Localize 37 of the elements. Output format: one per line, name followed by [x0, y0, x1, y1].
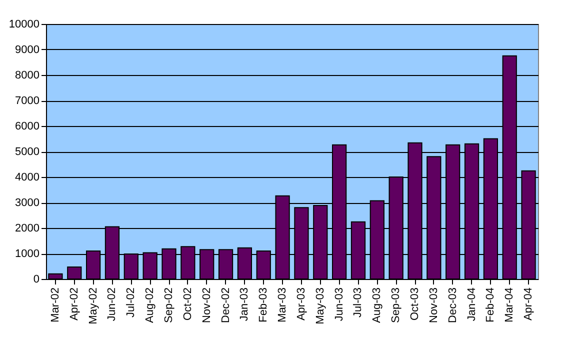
- y-tick-label: 2000: [15, 222, 40, 234]
- x-tick-label: Mar-03: [276, 288, 289, 322]
- x-tick-label: Apr-04: [522, 288, 535, 321]
- x-tick-label: Oct-02: [182, 288, 194, 321]
- x-tick-label: Sep-03: [390, 288, 402, 323]
- x-tick-label: Mar-04: [504, 288, 516, 322]
- x-tick-label: Feb-03: [258, 288, 270, 322]
- x-tick-label: Mar-02: [49, 288, 62, 322]
- y-tick-label: 9000: [15, 44, 40, 56]
- x-tick-label: Jul-02: [125, 288, 138, 318]
- x-tick-label: Jun-02: [106, 288, 118, 322]
- y-tick-label: 1000: [15, 248, 40, 260]
- x-tick-label: Aug-03: [371, 288, 384, 323]
- x-tick-label: Oct-03: [409, 288, 421, 321]
- x-tick-label: Nov-03: [428, 288, 440, 323]
- y-tick-label: 7000: [15, 95, 40, 107]
- x-tick-label: Sep-02: [163, 288, 175, 323]
- y-tick-label: 3000: [15, 197, 40, 209]
- x-tick-label: Apr-03: [295, 288, 308, 321]
- x-tick-label: Jul-03: [352, 288, 364, 318]
- y-tick-label: 8000: [15, 70, 40, 82]
- x-tick-label: Feb-04: [484, 288, 497, 322]
- y-tick-label: 6000: [15, 120, 40, 132]
- x-tick-label: Dec-03: [446, 288, 459, 323]
- x-tick-label: Apr-02: [68, 288, 80, 321]
- x-tick-label: May-03: [314, 288, 326, 324]
- x-tick-label: Jan-04: [466, 288, 478, 322]
- x-tick-label: Jun-03: [333, 288, 346, 322]
- y-tick-label: 4000: [15, 172, 40, 184]
- y-tick-label: 0: [33, 274, 40, 286]
- x-tick-label: May-02: [87, 288, 100, 324]
- y-tick-label: 5000: [15, 146, 40, 158]
- x-tick-label: Dec-02: [220, 288, 232, 323]
- x-tick-label: Jan-03: [238, 288, 251, 322]
- x-tick-label: Nov-02: [200, 288, 213, 323]
- y-tick-label: 10000: [8, 18, 40, 30]
- x-tick-label: Aug-02: [144, 288, 156, 323]
